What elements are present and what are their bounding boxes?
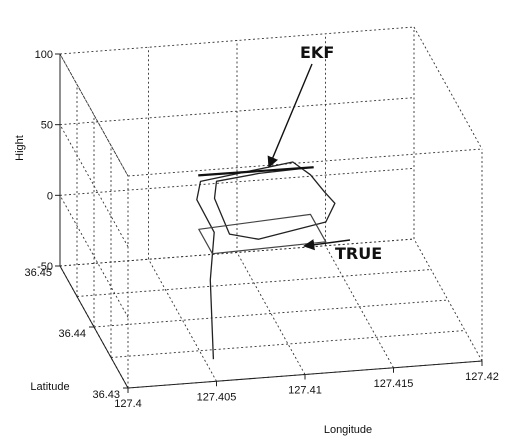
grid-line — [413, 238, 483, 362]
y-tick-label: 36.43 — [92, 389, 120, 401]
true-annotation-label: TRUE — [335, 244, 382, 263]
ekf-annotation-label: EKF — [300, 43, 334, 62]
tick-labels: 127.4 127.405 127.41 127.415 127.42 36.45 36.4… — [24, 49, 498, 410]
grid-line — [110, 330, 466, 358]
axes-frame — [59, 54, 483, 389]
z-tick-label: 0 — [47, 190, 53, 202]
grid-line — [59, 53, 129, 177]
grid-line — [59, 97, 415, 126]
grid-line — [93, 299, 449, 328]
grid-lines — [59, 26, 483, 389]
x-tick-label: 127.415 — [374, 378, 414, 390]
z-tick-label: -50 — [37, 261, 53, 273]
x-axis-label: Longitude — [324, 424, 372, 436]
grid-line — [325, 245, 394, 368]
z-axis-label: Hight — [14, 135, 26, 161]
z-tick-label: 50 — [41, 120, 53, 132]
y-tick-label: 36.45 — [24, 267, 52, 279]
series-lines — [196, 161, 336, 360]
grid-line — [59, 195, 129, 318]
ekf-series-line — [196, 161, 336, 360]
y-tick-label: 36.44 — [58, 328, 86, 340]
x-tick-label: 127.41 — [288, 385, 322, 397]
z-tick-label: 100 — [35, 49, 53, 61]
true-annotation-arrow — [303, 239, 351, 251]
grid-line — [59, 124, 129, 247]
grid-line — [59, 167, 415, 196]
grid-line — [413, 26, 483, 150]
grid-line — [76, 269, 432, 297]
ekf-annotation-arrow — [267, 63, 313, 168]
true-series-line — [198, 213, 327, 255]
grid-line — [127, 148, 483, 177]
x-tick-label: 127.405 — [197, 391, 237, 403]
grid-line — [59, 26, 415, 55]
annotations: EKF TRUE — [267, 43, 382, 263]
x-tick-label: 127.42 — [465, 371, 499, 383]
grid-line — [59, 53, 129, 177]
grid-line — [59, 238, 415, 267]
y-axis-label: Latitude — [30, 381, 69, 393]
ekf-overlap-segment — [198, 166, 314, 177]
grid-line — [236, 252, 306, 375]
grid-line — [148, 259, 217, 382]
x-tick-label: 127.4 — [114, 398, 142, 410]
